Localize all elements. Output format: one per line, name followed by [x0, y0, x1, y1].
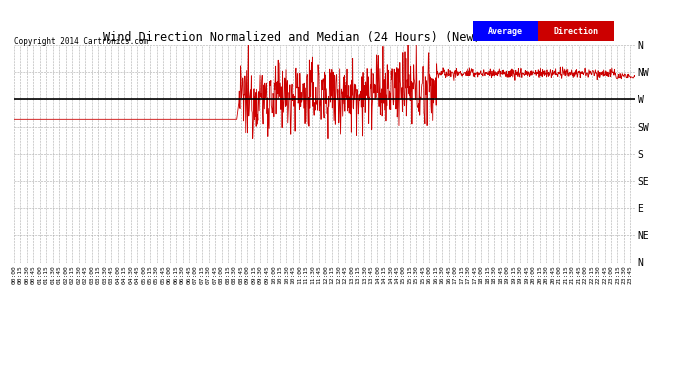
Title: Wind Direction Normalized and Median (24 Hours) (New) 20140108: Wind Direction Normalized and Median (24… — [104, 31, 545, 44]
Text: Direction: Direction — [553, 27, 599, 36]
Text: Average: Average — [488, 27, 523, 36]
Text: Copyright 2014 Cartronics.com: Copyright 2014 Cartronics.com — [14, 38, 148, 46]
